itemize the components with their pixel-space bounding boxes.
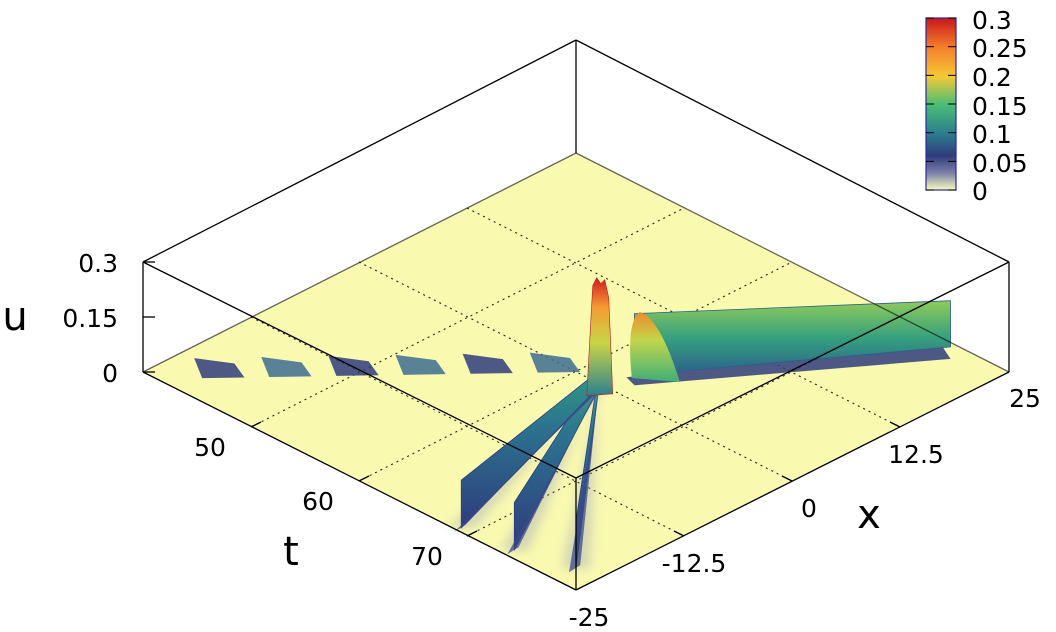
colorbar-tick-label: 0.2 (972, 63, 1012, 92)
z-tick-label: 0 (102, 359, 118, 388)
z-tick-label: 0.15 (62, 304, 118, 333)
z-axis-label: u (2, 294, 27, 340)
colorbar-tick-label: 0 (972, 177, 988, 206)
incoming-soliton-shadow (562, 381, 599, 569)
dispersive-wave (261, 357, 312, 378)
dispersive-wave (462, 353, 513, 374)
x-tick-label: -25 (569, 603, 610, 632)
x-tick-label: 12.5 (888, 440, 944, 469)
t-tick-label: 50 (194, 433, 226, 462)
colorbar-tick-label: 0.25 (972, 34, 1028, 63)
dispersive-wave (529, 352, 580, 373)
x-tick-label: -12.5 (662, 549, 727, 578)
colorbar-tick-label: 0.3 (972, 6, 1012, 35)
colorbar-ticks (926, 17, 956, 191)
colorbar-tick-label: 0.1 (972, 120, 1012, 149)
tick-marks (143, 261, 901, 537)
z-tick-label: 0.3 (78, 249, 118, 278)
dispersive-wave (194, 358, 245, 379)
x-tick-label: 0 (801, 494, 817, 523)
colorbar-tick-label: 0.15 (972, 92, 1028, 121)
colorbar: 0.3 0.25 0.2 0.15 0.1 0.05 0 (925, 6, 1028, 206)
interaction-peak (586, 277, 614, 397)
t-tick-label: 70 (411, 542, 443, 571)
back-frame (142, 39, 1010, 263)
colorbar-tick-label: 0.05 (972, 149, 1028, 178)
dispersive-wave (395, 354, 446, 375)
surface-features (194, 277, 951, 573)
x-tick-label: 25 (1009, 384, 1041, 413)
interaction-bump (630, 311, 680, 382)
t-tick-label: 60 (302, 487, 334, 516)
x-axis-label: x (857, 492, 881, 538)
t-axis-label: t (283, 529, 299, 575)
